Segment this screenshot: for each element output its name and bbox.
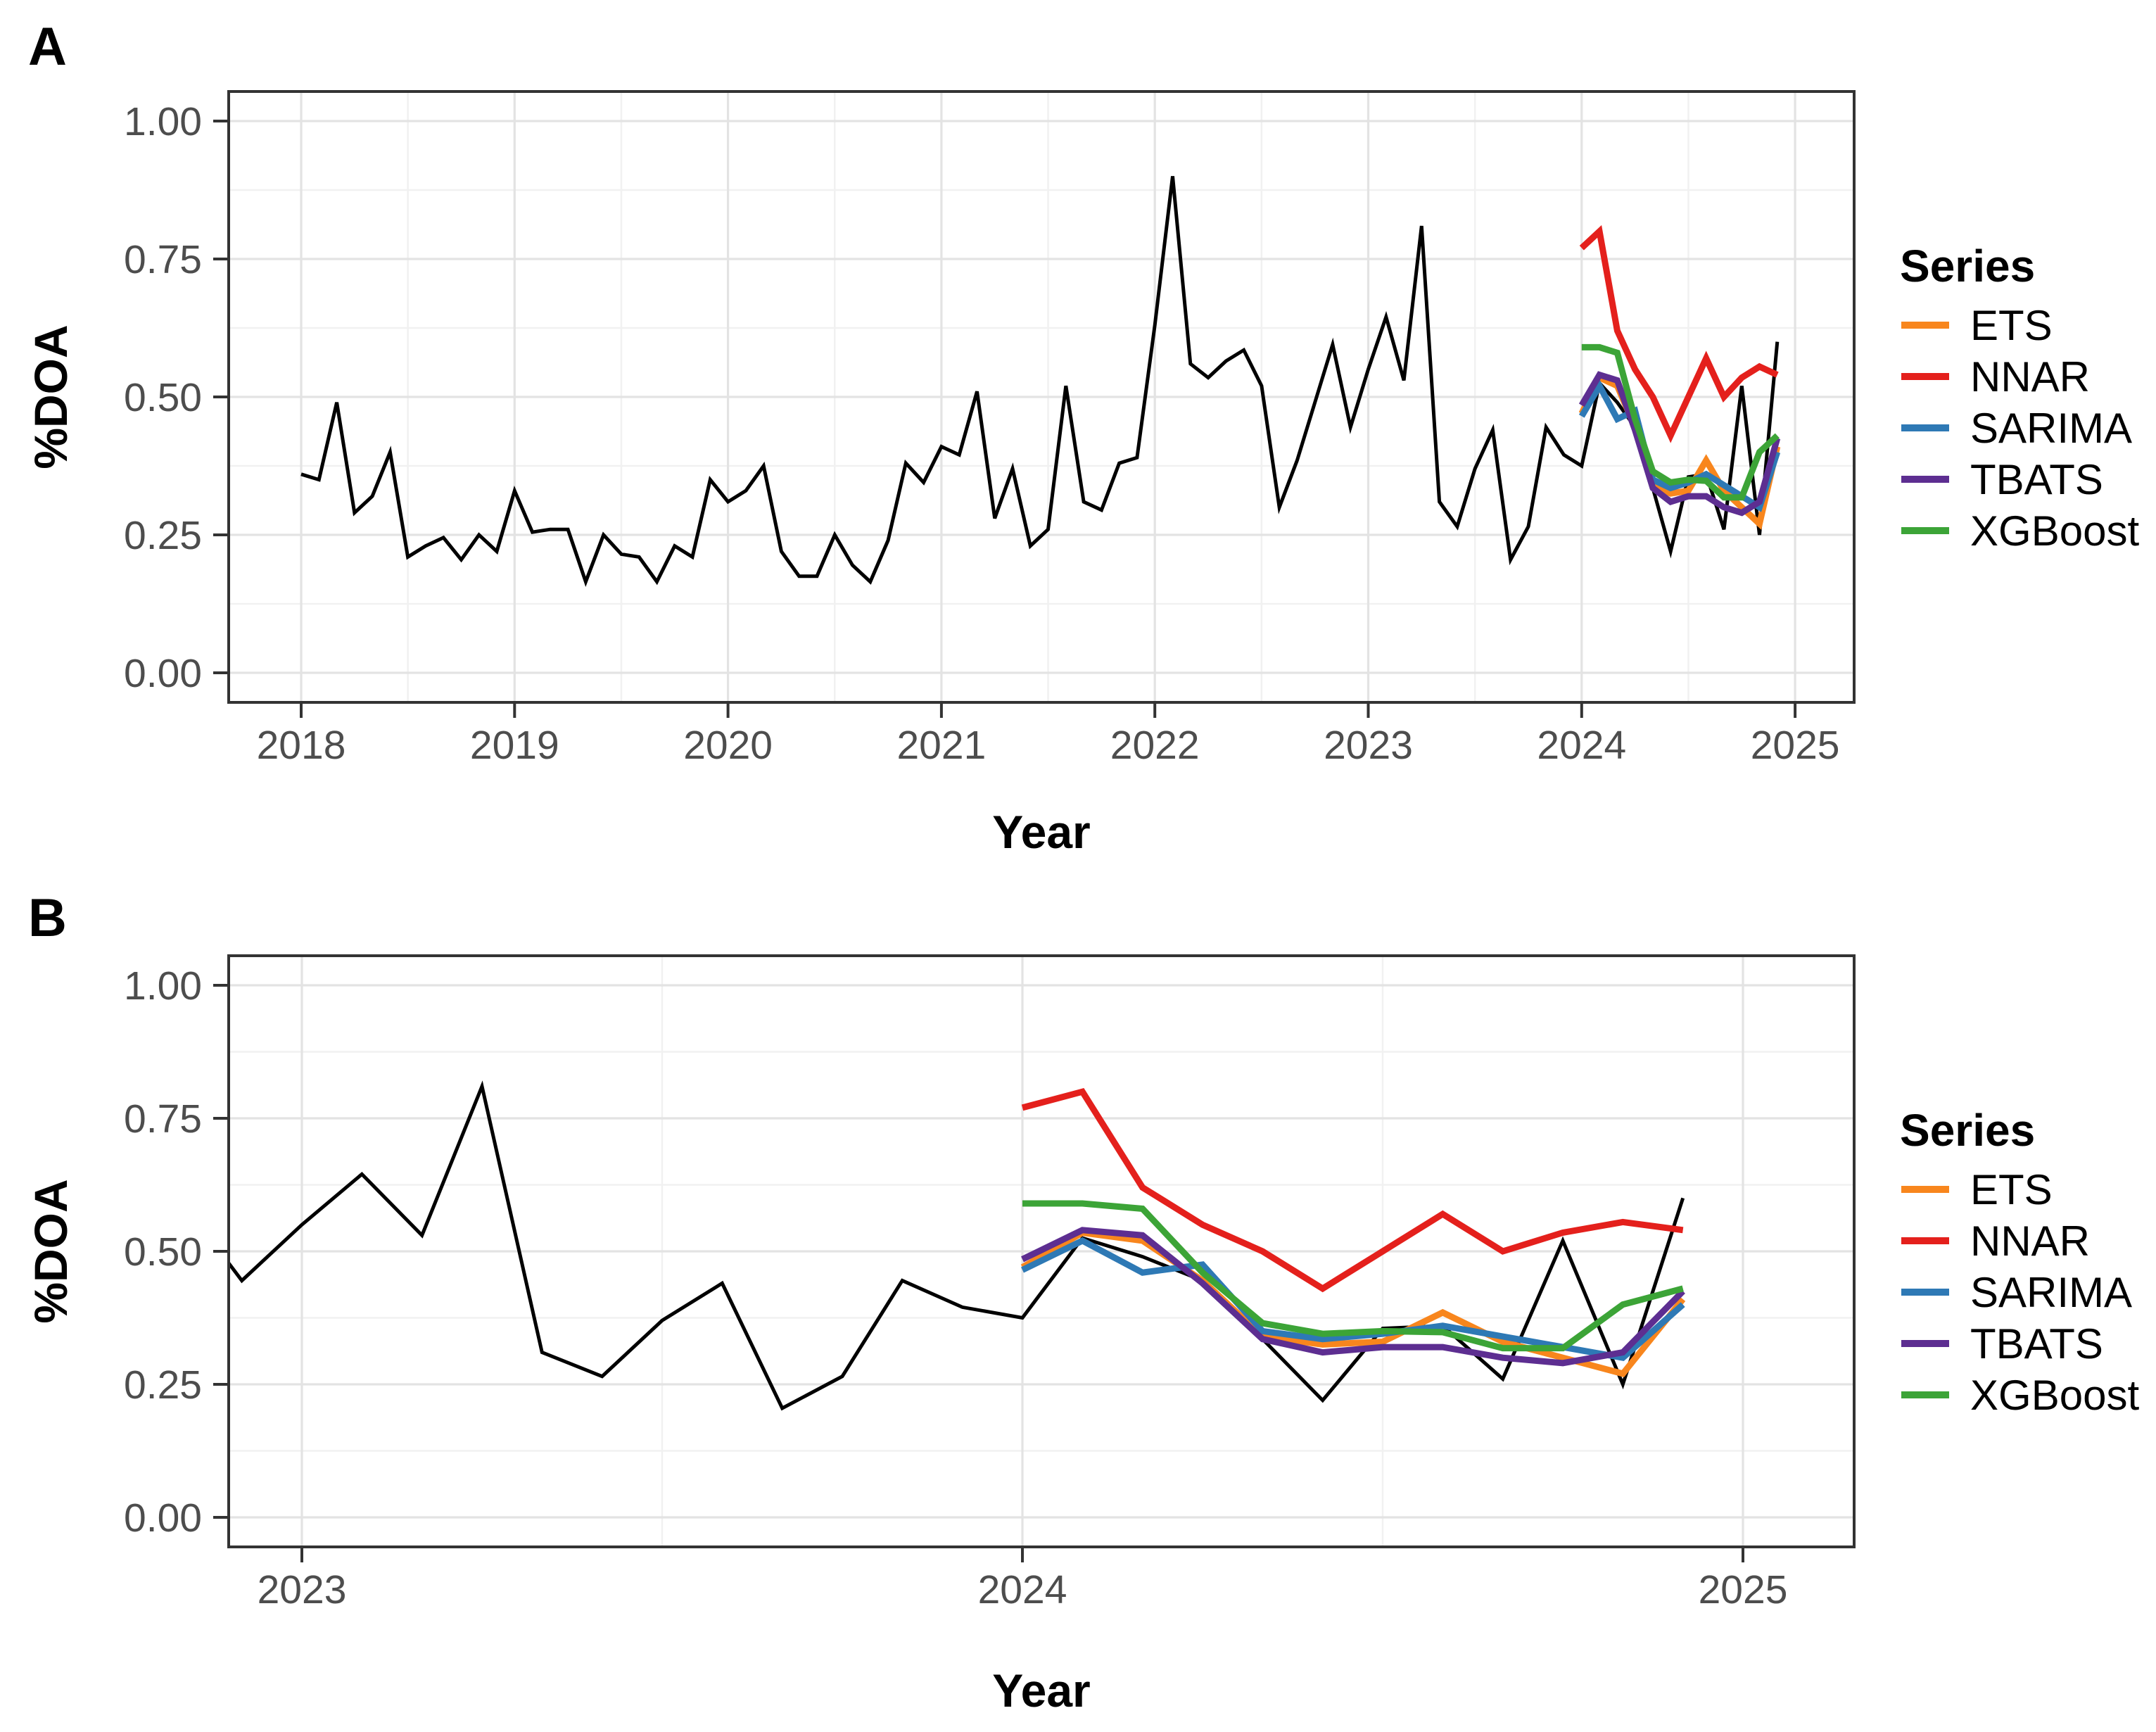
- y-tick-label: 0.50: [124, 375, 202, 420]
- y-tick-label: 0.75: [124, 237, 202, 282]
- legend-item-xgboost: XGBoost: [1901, 507, 2139, 555]
- y-tick-label: 0.50: [124, 1230, 202, 1275]
- x-tick-label: 2019: [470, 723, 559, 768]
- observed-series-line: [300, 176, 1780, 587]
- forecast-series-line-xgboost: [1022, 1200, 1684, 1352]
- legend-item-xgboost: XGBoost: [1901, 1372, 2139, 1419]
- legend-title: Series: [1900, 241, 2035, 291]
- forecast-series-line-tbats: [1021, 1227, 1685, 1367]
- panel-label-a: A: [28, 17, 67, 77]
- y-axis-title: %DOA: [25, 324, 77, 469]
- x-tick-label: 2021: [896, 723, 986, 768]
- y-tick-label: 1.00: [124, 99, 202, 144]
- x-axis-title: Year: [992, 806, 1090, 858]
- forecast-series-line-xgboost: [1581, 343, 1780, 501]
- forecast-series-line-nnar: [1579, 225, 1779, 443]
- y-tick-label: 0.75: [124, 1096, 202, 1142]
- x-tick-label: 2023: [1324, 723, 1413, 768]
- y-tick-label: 0.25: [124, 1363, 202, 1408]
- x-tick-label: 2025: [1699, 1567, 1788, 1612]
- y-tick-label: 0.00: [124, 1496, 202, 1541]
- legend-item-label: TBATS: [1970, 1320, 2103, 1367]
- data-lines-layer: [229, 1080, 1686, 1411]
- legend-item-nnar: NNAR: [1901, 353, 2090, 400]
- legend-item-sarima: SARIMA: [1901, 405, 2132, 452]
- legend-item-label: ETS: [1970, 1166, 2053, 1213]
- legend-item-label: ETS: [1970, 302, 2053, 349]
- x-tick-label: 2025: [1751, 723, 1840, 768]
- legend-item-label: TBATS: [1970, 456, 2103, 503]
- legend-item-label: XGBoost: [1970, 1372, 2139, 1419]
- legend-item-label: SARIMA: [1970, 1269, 2132, 1316]
- legend-item-tbats: TBATS: [1901, 456, 2103, 503]
- legend-item-ets: ETS: [1901, 302, 2053, 349]
- x-tick-label: 2022: [1110, 723, 1200, 768]
- data-lines-layer: [300, 176, 1781, 587]
- panel-a: 2018 2019 2020 2021 2022 2023 2024 2025 0.00 0.25…: [25, 17, 1856, 858]
- y-tick-label: 0.25: [124, 513, 202, 558]
- y-axis-title: %DOA: [25, 1179, 77, 1323]
- panel-label-b: B: [28, 888, 67, 948]
- legend-item-label: XGBoost: [1970, 507, 2139, 555]
- legend-item-label: NNAR: [1970, 1218, 2090, 1265]
- forecast-series-line-sarima: [1021, 1237, 1685, 1362]
- legend-item-label: SARIMA: [1970, 405, 2132, 452]
- legend-item-label: NNAR: [1970, 353, 2090, 400]
- forecast-series-line-tbats: [1578, 371, 1781, 517]
- legend-item-ets: ETS: [1901, 1166, 2053, 1213]
- x-axis-title: Year: [992, 1664, 1090, 1717]
- panel-b: 2023 2024 2025 0.00 0.25 0.50 0.75 1.00 B Year %DO…: [25, 888, 1856, 1717]
- y-tick-label: 0.00: [124, 651, 202, 696]
- x-tick-label: 2020: [683, 723, 773, 768]
- x-tick-label: 2023: [258, 1567, 347, 1612]
- x-tick-label: 2018: [257, 723, 346, 768]
- legend-item-nnar: NNAR: [1901, 1218, 2090, 1265]
- y-tick-label: 1.00: [124, 963, 202, 1009]
- legend-item-tbats: TBATS: [1901, 1320, 2103, 1367]
- legend-item-sarima: SARIMA: [1901, 1269, 2132, 1316]
- legend-title: Series: [1900, 1105, 2035, 1156]
- forecast-series-line-nnar: [1021, 1087, 1684, 1293]
- x-tick-label: 2024: [978, 1567, 1067, 1612]
- x-tick-label: 2024: [1537, 723, 1626, 768]
